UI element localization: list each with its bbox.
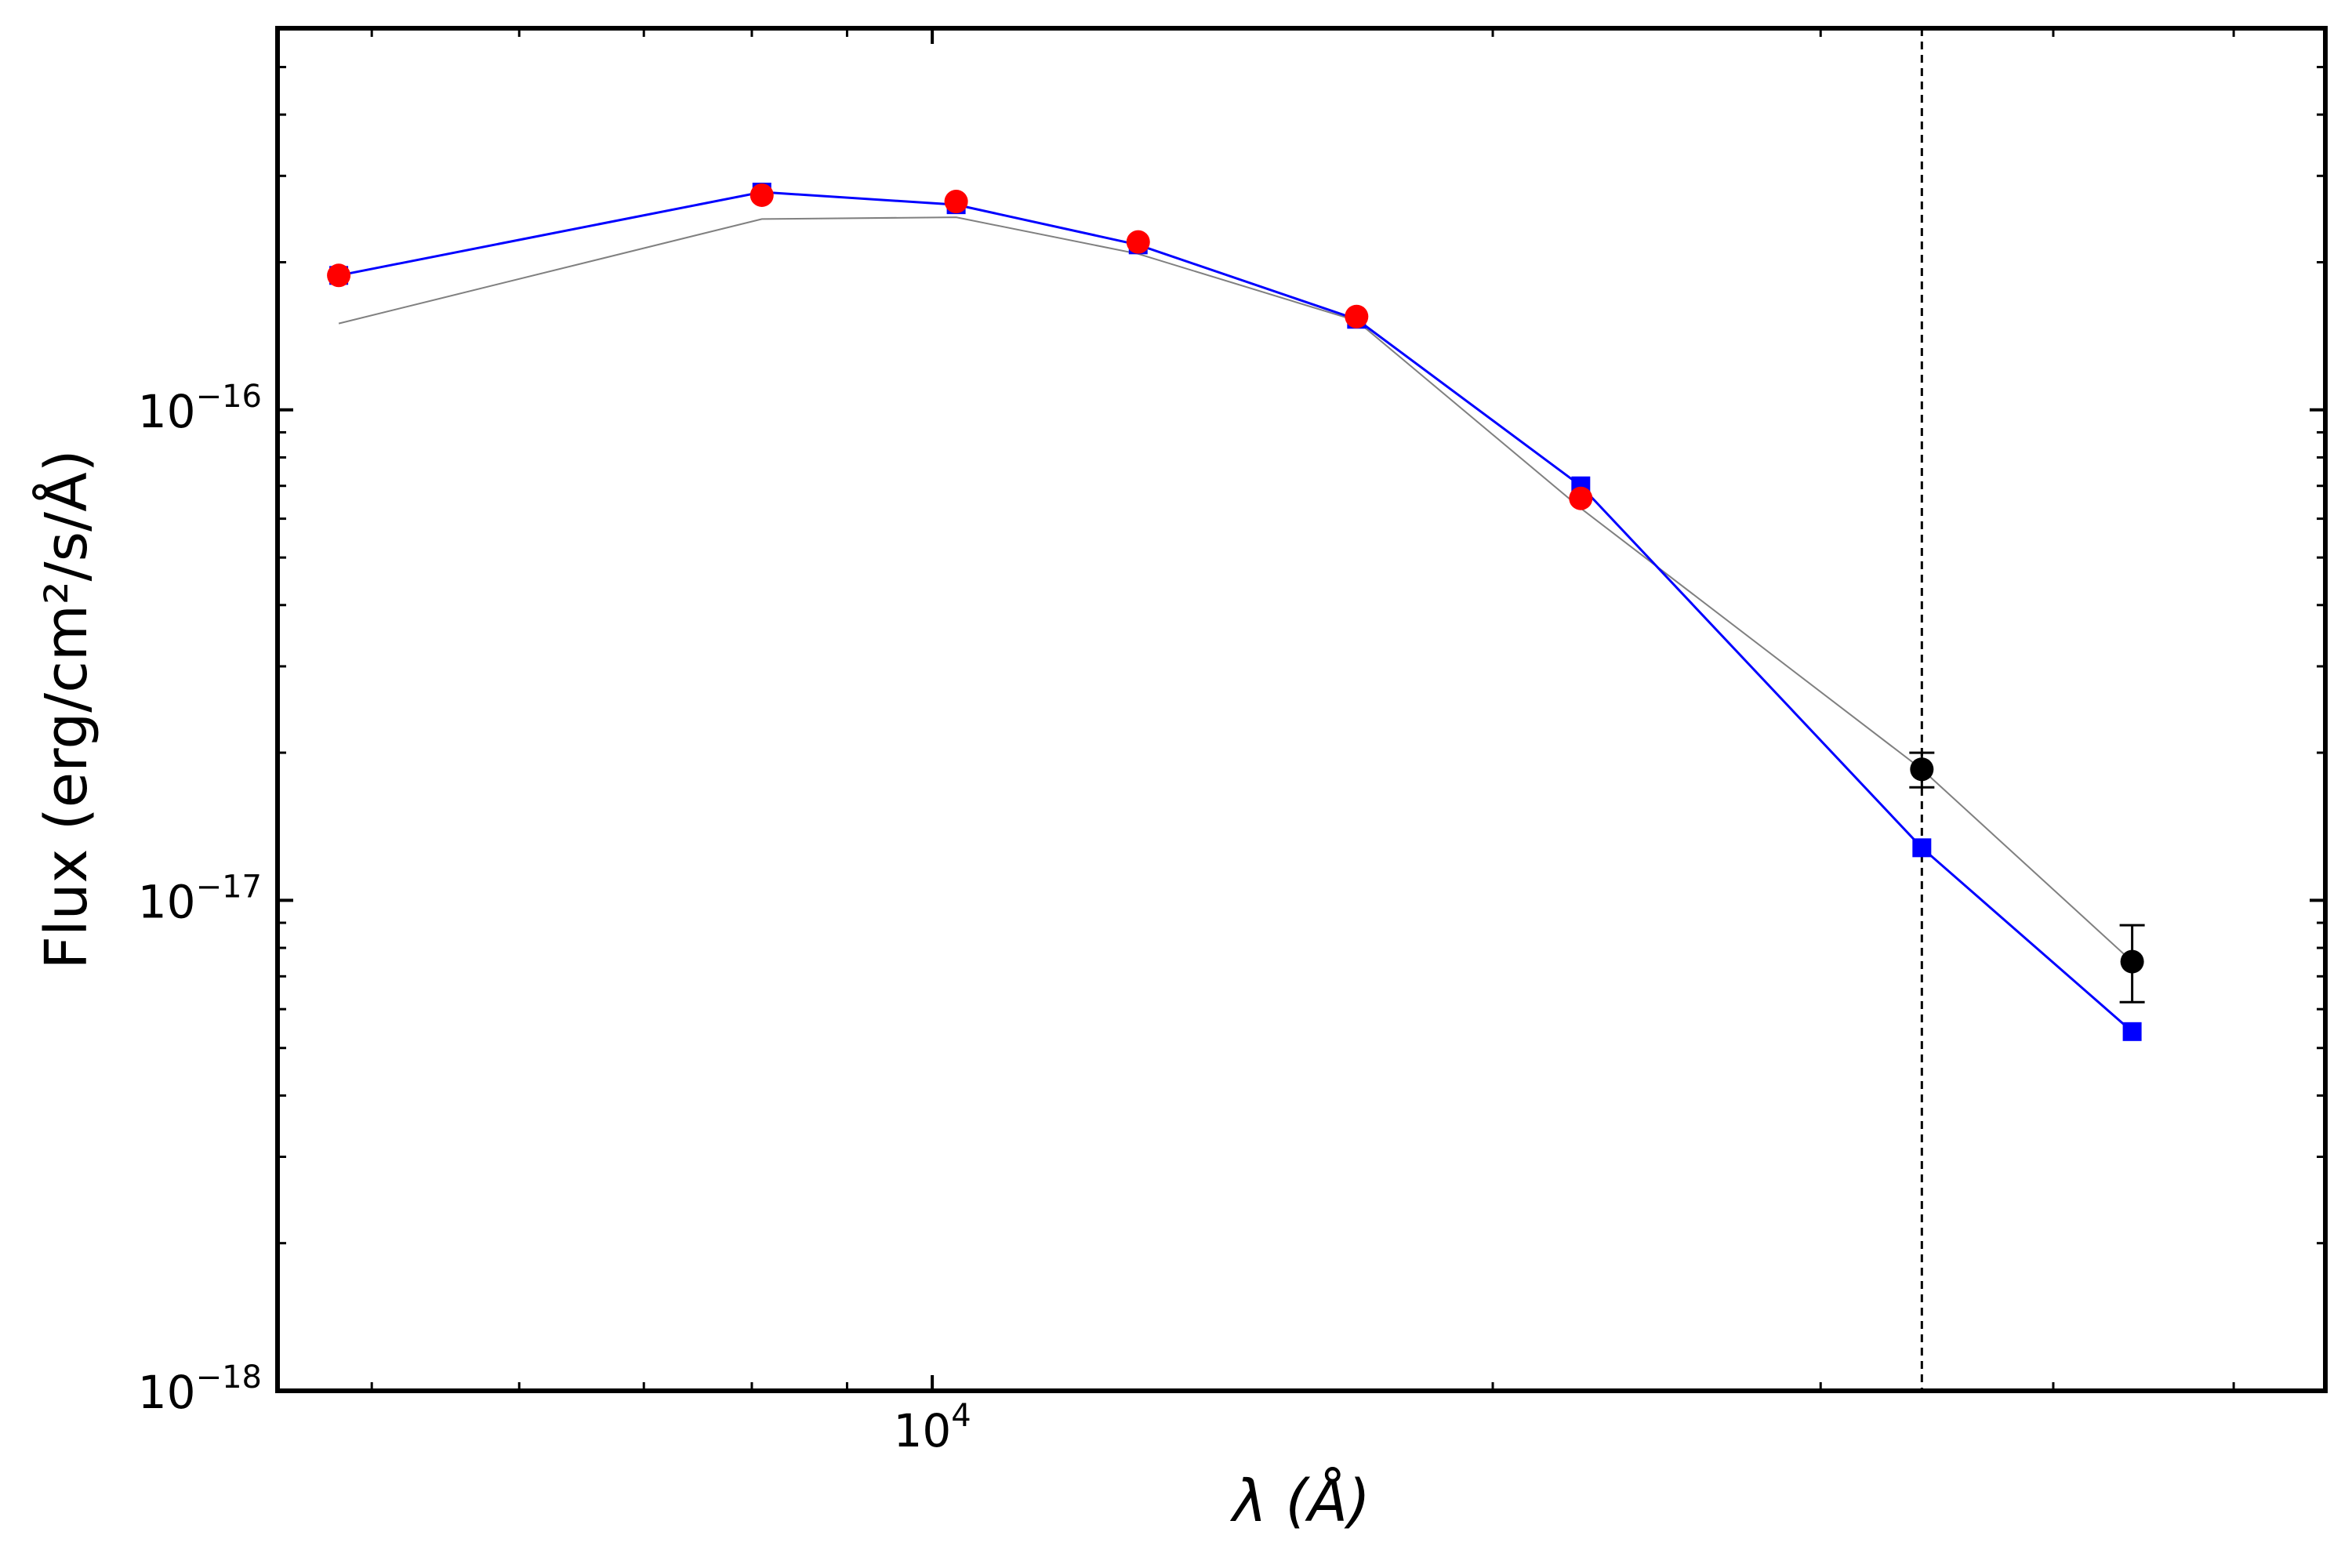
- series-2-circle-marker-5: [1569, 486, 1593, 510]
- series-2-circle-marker-1: [750, 183, 774, 207]
- series-layer: [327, 183, 2145, 1041]
- y-axis-label: Flux (erg/cm²/s/Å): [31, 449, 100, 969]
- y-tick-label-1: 10−17: [138, 869, 262, 928]
- series-1-square-marker-7: [2122, 1022, 2142, 1041]
- series-2: [327, 183, 1593, 510]
- series-3-circle-marker-0: [1910, 757, 1934, 782]
- series-0-line: [338, 216, 2133, 963]
- series-2-circle-marker-4: [1345, 304, 1369, 328]
- series-2-circle-marker-0: [327, 263, 351, 288]
- tick-label-layer: 104 10−18 10−17 10−16: [138, 379, 971, 1457]
- y-tick-label-2: 10−16: [138, 379, 262, 438]
- series-1-line: [338, 191, 2133, 1033]
- series-1-square-marker-6: [1912, 838, 1932, 858]
- series-2-circle-marker-2: [944, 190, 968, 214]
- x-tick-label-0: 104: [893, 1398, 971, 1457]
- plot-frame: [275, 26, 2328, 1393]
- series-3: [1909, 751, 2145, 1004]
- series-3-circle-marker-1: [2120, 949, 2144, 974]
- series-0: [338, 216, 2133, 963]
- y-tick-label-0: 10−18: [138, 1359, 262, 1419]
- x-axis-label: λ (Å): [1229, 1466, 1370, 1535]
- series-2-circle-marker-3: [1126, 230, 1150, 254]
